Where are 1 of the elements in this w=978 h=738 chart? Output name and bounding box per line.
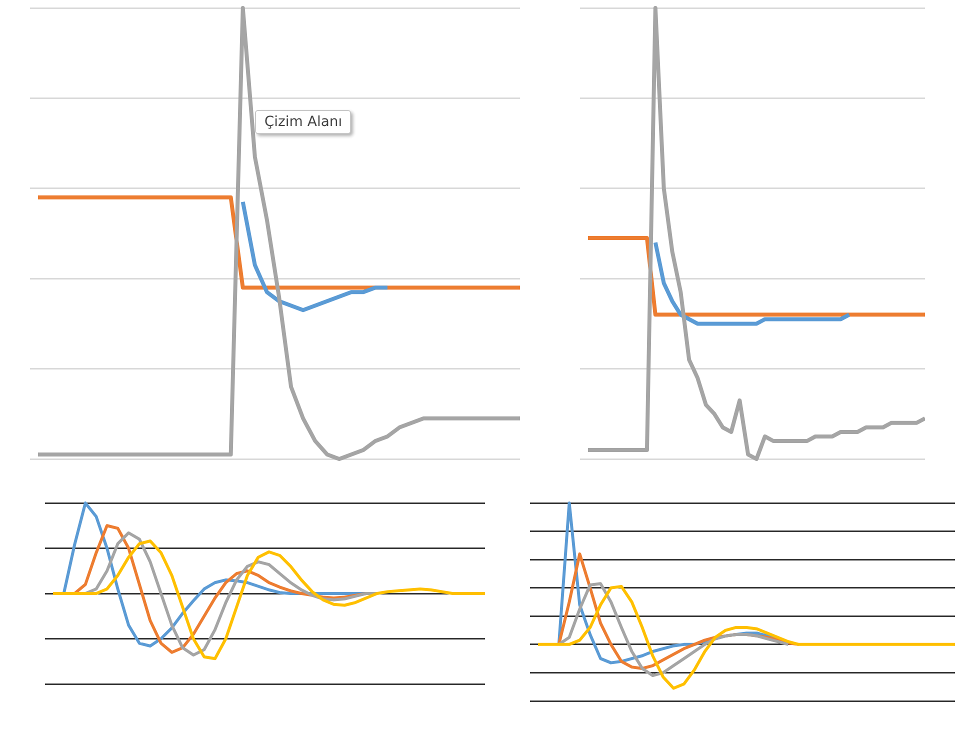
annotation: Çizim Alanı (255, 110, 352, 134)
